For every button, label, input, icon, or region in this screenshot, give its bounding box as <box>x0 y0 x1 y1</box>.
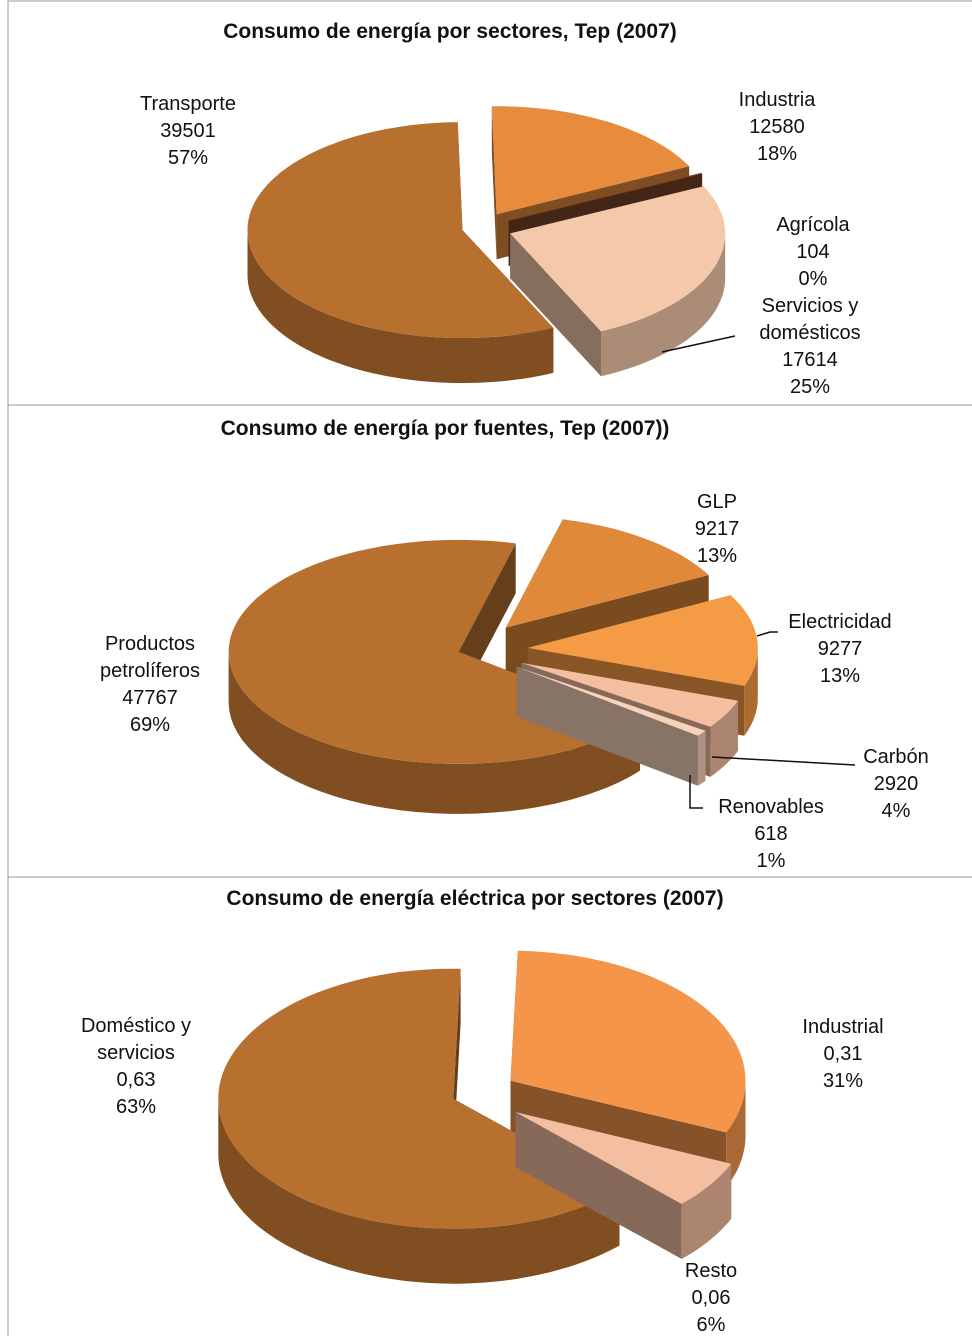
data-label: Carbón 2920 4% <box>836 744 956 825</box>
leader-line <box>711 756 856 766</box>
percent-label: 25% <box>789 376 831 398</box>
slice <box>510 950 746 1133</box>
slice-side <box>228 651 640 814</box>
chart-title: Consumo de energía por sectores, Tep (20… <box>223 20 677 43</box>
data-label: Servicios y domésticos 17614 25% <box>745 293 875 401</box>
slice <box>515 1112 732 1204</box>
value-label: 17614 <box>782 349 838 371</box>
leader-line <box>689 775 703 809</box>
slice <box>508 172 703 221</box>
slice-cut-face <box>515 1112 682 1259</box>
slice-side <box>726 1080 746 1188</box>
value-label: 9217 <box>694 518 740 540</box>
data-label: Industria 12580 18% <box>697 87 857 168</box>
percent-label: 6% <box>696 1314 726 1336</box>
category-label: Carbón <box>863 746 929 768</box>
data-label: Productos petrolíferos 47767 69% <box>90 631 210 739</box>
slice <box>527 595 758 686</box>
data-label: Resto 0,06 6% <box>651 1258 771 1336</box>
slice-side <box>247 230 554 383</box>
slice <box>491 106 690 215</box>
pies <box>218 106 758 1284</box>
category-label: GLP <box>696 491 738 513</box>
percent-label: 69% <box>129 714 171 736</box>
percent-label: 31% <box>822 1070 864 1092</box>
data-label: Electricidad 9277 13% <box>760 609 920 690</box>
percent-label: 13% <box>819 665 861 687</box>
value-label: 2920 <box>873 773 919 795</box>
slice <box>521 662 738 727</box>
category-label: Doméstico y servicios <box>80 1015 192 1064</box>
data-label: Renovables 618 1% <box>691 794 851 875</box>
data-label: Agrícola 104 0% <box>733 212 893 293</box>
category-label: Industria <box>738 89 816 111</box>
category-label: Renovables <box>718 796 824 818</box>
slice-side <box>744 647 758 736</box>
percent-label: 18% <box>756 143 798 165</box>
slice-side <box>681 1163 732 1259</box>
slice-side <box>601 233 726 377</box>
data-label: Industrial 0,31 31% <box>773 1014 913 1095</box>
category-label: Electricidad <box>788 611 892 633</box>
category-label: Agrícola <box>776 214 850 236</box>
slice <box>516 666 706 736</box>
value-label: 12580 <box>749 116 805 138</box>
category-label: Servicios y domésticos <box>759 295 861 344</box>
slice <box>247 122 554 338</box>
percent-label: 1% <box>756 850 786 872</box>
chart-title: Consumo de energía eléctrica por sectore… <box>226 887 724 910</box>
category-label: Transporte <box>140 93 236 115</box>
value-label: 39501 <box>160 120 216 142</box>
value-label: 0,06 <box>691 1287 731 1309</box>
category-label: Resto <box>684 1260 738 1282</box>
value-label: 104 <box>796 241 830 263</box>
chart-title: Consumo de energía por fuentes, Tep (200… <box>220 417 670 440</box>
slice-side <box>697 730 706 786</box>
slice <box>505 519 709 628</box>
category-label: Productos petrolíferos <box>99 633 201 682</box>
slice-cut-face <box>510 233 601 377</box>
slice-side <box>218 1098 620 1284</box>
category-label: Industrial <box>802 1016 884 1038</box>
percent-label: 0% <box>798 268 828 290</box>
value-label: 0,63 <box>116 1069 156 1091</box>
data-label: Doméstico y servicios 0,63 63% <box>61 1013 211 1121</box>
slice-cut-face <box>491 106 497 260</box>
value-label: 618 <box>754 823 788 845</box>
slice-cut-face <box>516 666 698 786</box>
percent-label: 57% <box>167 147 209 169</box>
percent-label: 4% <box>881 800 911 822</box>
data-label: Transporte 39501 57% <box>108 91 268 172</box>
leader-line <box>661 335 736 353</box>
leader-lines <box>661 335 856 809</box>
slice <box>510 186 726 332</box>
data-label: GLP 9217 13% <box>657 489 777 570</box>
value-label: 47767 <box>122 687 178 709</box>
panel <box>7 876 972 1336</box>
leader-line <box>756 631 778 637</box>
percent-label: 13% <box>696 545 738 567</box>
value-label: 0,31 <box>823 1043 863 1065</box>
value-label: 9277 <box>817 638 863 660</box>
percent-label: 63% <box>115 1096 157 1118</box>
